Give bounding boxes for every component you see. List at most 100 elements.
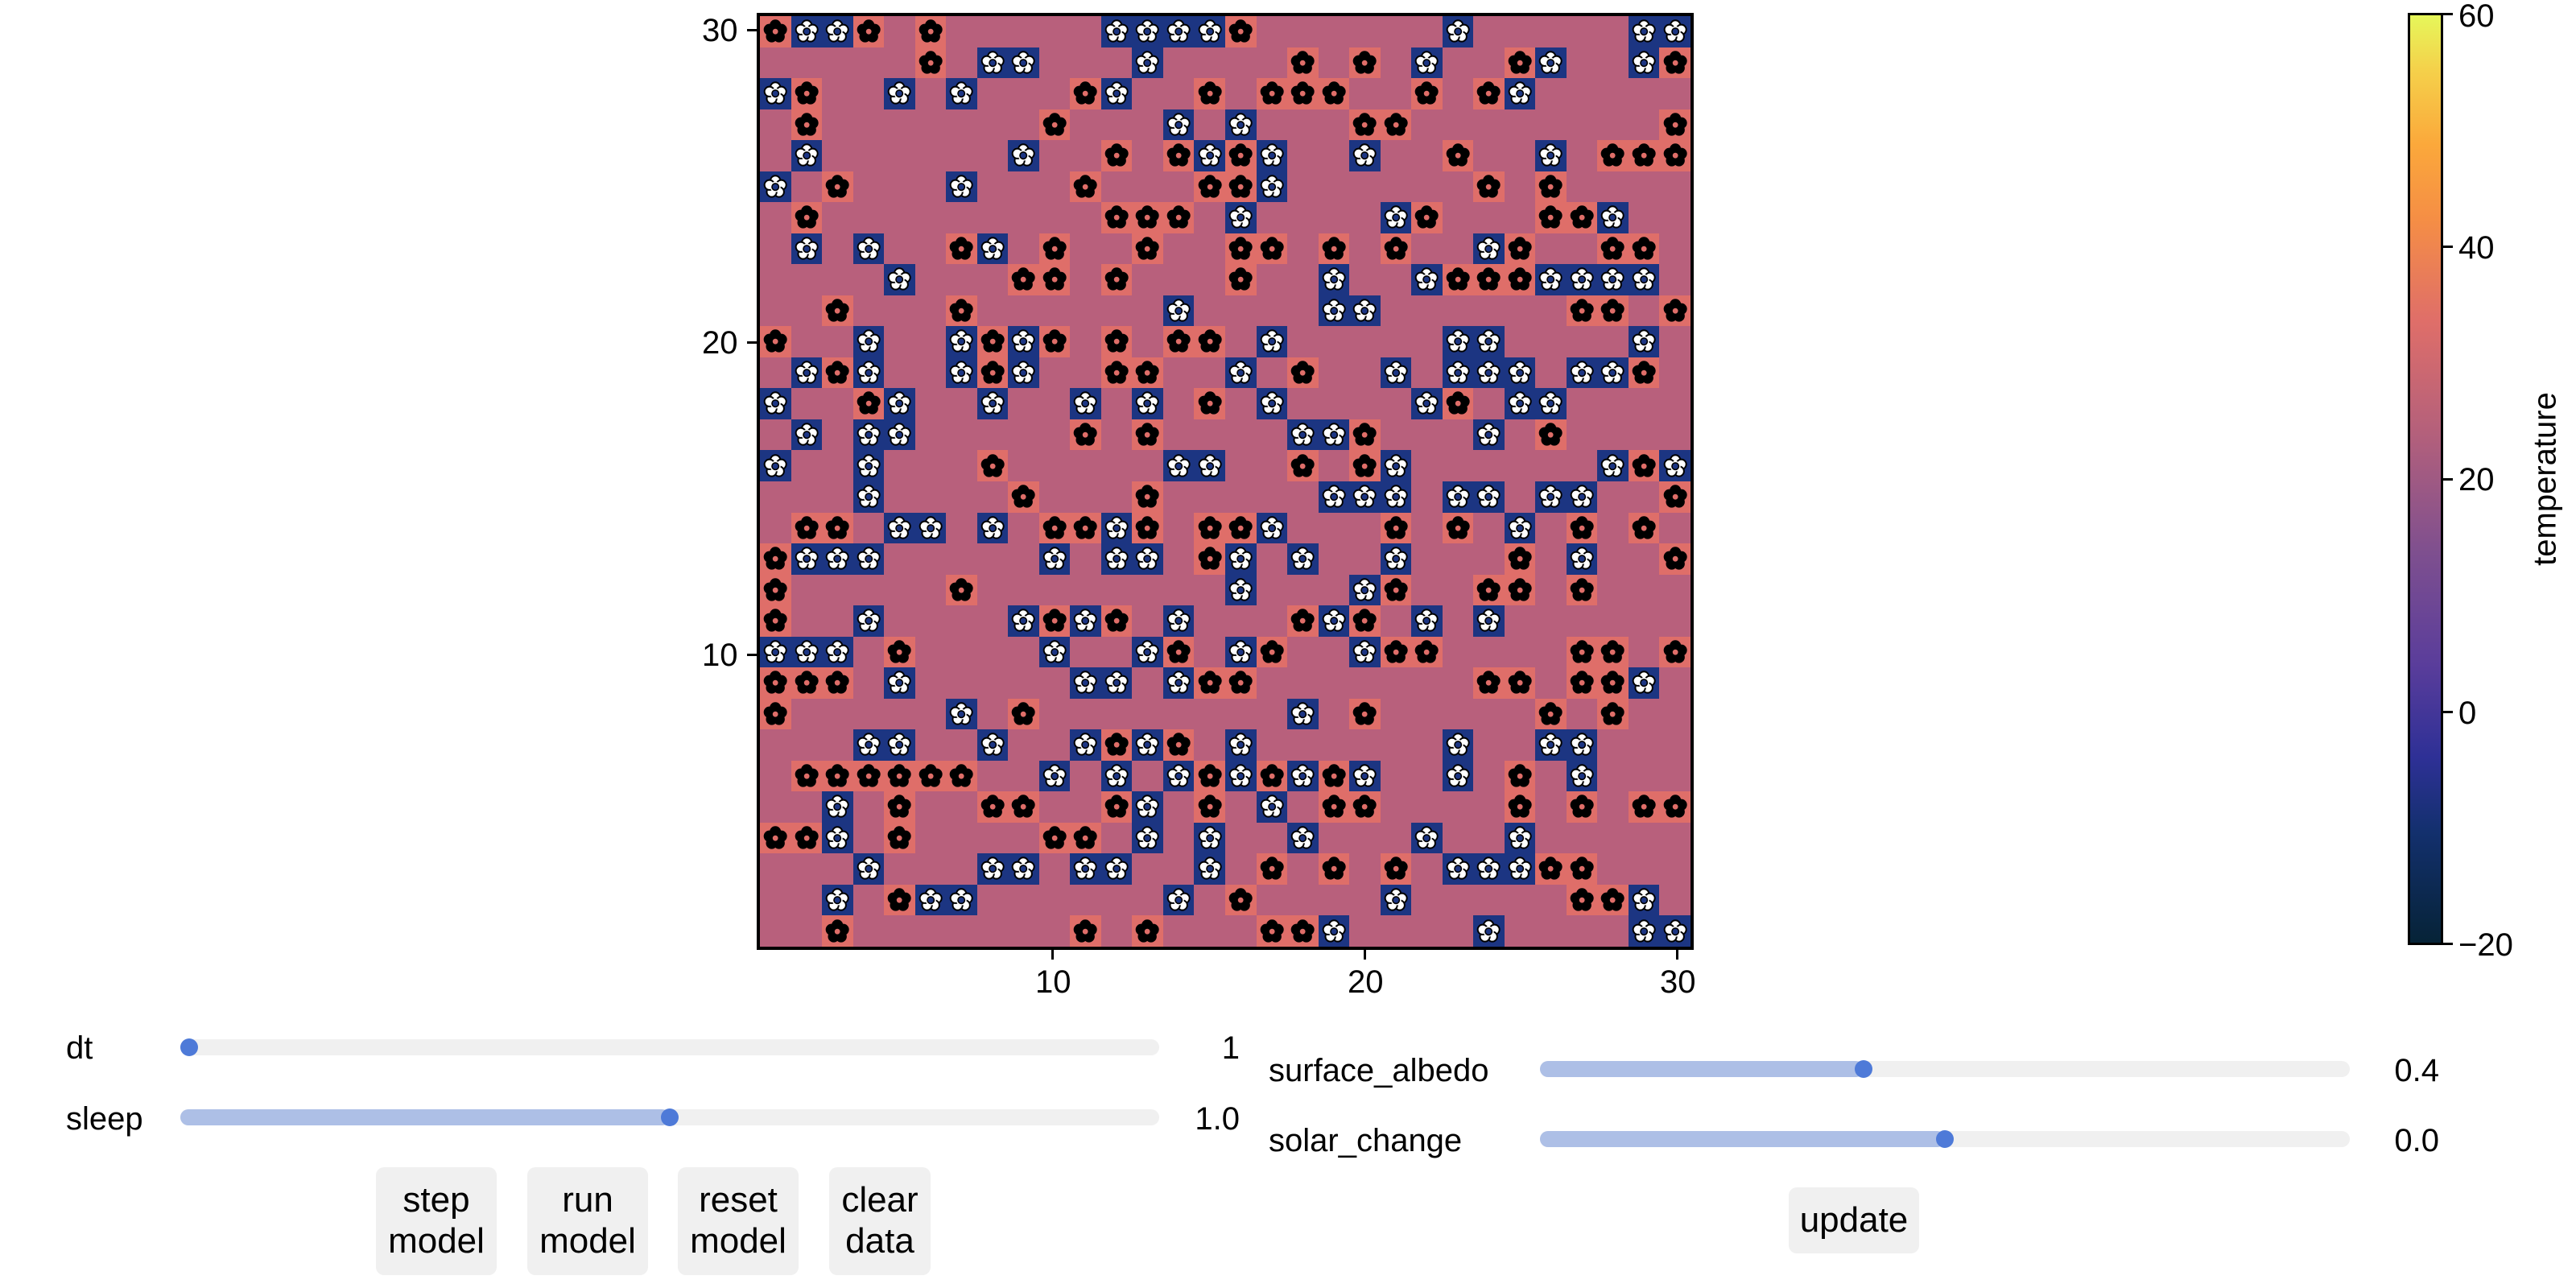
empty-cell (1505, 140, 1536, 171)
white-daisy-cell (1566, 264, 1598, 295)
empty-cell (884, 109, 915, 141)
empty-cell (1443, 699, 1474, 730)
empty-cell (853, 637, 885, 668)
update-button[interactable]: update (1789, 1187, 1919, 1253)
white-daisy-cell (884, 78, 915, 109)
solar-change-slider[interactable] (1540, 1130, 2350, 1148)
empty-cell (1039, 47, 1071, 79)
empty-cell (1629, 543, 1660, 575)
black-daisy-cell (1038, 605, 1071, 637)
empty-cell (791, 575, 823, 606)
empty-cell (1535, 761, 1567, 792)
surface-albedo-slider-knob[interactable] (1855, 1060, 1873, 1078)
empty-cell (853, 823, 885, 854)
white-daisy-cell (1070, 667, 1101, 699)
white-daisy-cell (791, 419, 823, 451)
black-daisy-icon (1508, 795, 1532, 818)
white-daisy-icon (1136, 733, 1160, 756)
empty-cell (1194, 699, 1225, 730)
white-daisy-icon (1632, 888, 1656, 911)
sleep-slider-knob[interactable] (661, 1108, 679, 1126)
surface-albedo-slider[interactable] (1540, 1060, 2350, 1078)
black-daisy-icon (1166, 329, 1191, 353)
white-daisy-icon (1477, 423, 1501, 446)
black-daisy-cell (760, 822, 791, 854)
white-daisy-icon (1414, 50, 1439, 74)
black-daisy-icon (1198, 81, 1222, 105)
white-daisy-icon (1632, 19, 1656, 43)
black-daisy-icon (1260, 919, 1284, 943)
step-model-button[interactable]: step model (376, 1167, 497, 1275)
black-daisy-cell (1349, 698, 1381, 730)
white-daisy-cell (1132, 543, 1163, 575)
solar-change-slider-knob[interactable] (1936, 1130, 1954, 1148)
black-daisy-cell (1194, 388, 1225, 419)
empty-cell (977, 667, 1009, 699)
empty-cell (946, 450, 977, 481)
sleep-slider[interactable] (180, 1108, 1159, 1126)
black-daisy-cell (822, 171, 853, 203)
white-daisy-cell (884, 729, 915, 761)
empty-cell (1349, 823, 1381, 854)
empty-cell (915, 357, 947, 389)
black-daisy-icon (763, 577, 787, 601)
reset-model-line1: reset (699, 1180, 778, 1220)
black-daisy-cell (1628, 512, 1660, 544)
black-daisy-cell (1380, 233, 1412, 265)
empty-cell (1194, 264, 1225, 295)
black-daisy-cell (1008, 791, 1039, 823)
white-daisy-cell (1162, 109, 1195, 141)
empty-cell (791, 388, 823, 419)
empty-cell (760, 481, 791, 513)
white-daisy-cell (852, 853, 885, 885)
white-daisy-cell (1194, 450, 1225, 481)
black-daisy-cell (946, 295, 977, 327)
black-daisy-icon (763, 702, 787, 725)
black-daisy-icon (980, 795, 1005, 818)
empty-cell (915, 326, 947, 357)
white-daisy-icon (1166, 888, 1191, 911)
empty-cell (1567, 699, 1598, 730)
white-daisy-cell (852, 419, 885, 451)
dt-slider[interactable] (180, 1038, 1159, 1056)
white-daisy-cell (852, 450, 885, 481)
clear-data-button[interactable]: clear data (829, 1167, 931, 1275)
empty-cell (1008, 202, 1039, 233)
white-daisy-icon (1384, 485, 1408, 508)
black-daisy-icon (1136, 205, 1160, 229)
empty-cell (1101, 419, 1133, 451)
black-daisy-cell (1628, 791, 1660, 823)
white-daisy-cell (1442, 729, 1474, 761)
black-daisy-cell (1349, 47, 1381, 79)
black-daisy-cell (791, 78, 823, 109)
black-daisy-icon (1632, 237, 1656, 260)
empty-cell (1132, 450, 1163, 481)
empty-cell (1381, 295, 1412, 327)
empty-cell (1443, 543, 1474, 575)
y-tick-30 (747, 29, 757, 31)
reset-model-button[interactable]: reset model (678, 1167, 799, 1275)
empty-cell (884, 357, 915, 389)
black-daisy-cell (1038, 264, 1071, 295)
empty-cell (884, 16, 915, 47)
empty-cell (1505, 637, 1536, 668)
dt-slider-knob[interactable] (180, 1038, 198, 1056)
white-daisy-cell (1287, 760, 1319, 792)
empty-cell (853, 915, 885, 947)
white-daisy-cell (1442, 481, 1474, 513)
empty-cell (791, 853, 823, 885)
black-daisy-icon (825, 764, 849, 787)
sleep-slider-fill (180, 1109, 670, 1125)
run-model-button[interactable]: run model (527, 1167, 648, 1275)
empty-cell (1008, 761, 1039, 792)
white-daisy-cell (1504, 388, 1536, 419)
white-daisy-icon (1508, 826, 1532, 849)
white-daisy-icon (1446, 361, 1470, 384)
black-daisy-icon (1539, 423, 1563, 446)
empty-cell (1008, 78, 1039, 109)
black-daisy-cell (884, 822, 915, 854)
empty-cell (1349, 729, 1381, 761)
empty-cell (1443, 450, 1474, 481)
white-daisy-icon (949, 361, 973, 384)
white-daisy-icon (1074, 857, 1098, 881)
